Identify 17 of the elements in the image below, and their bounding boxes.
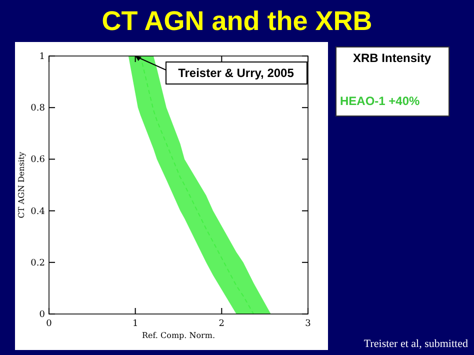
annotation: Treister & Urry, 2005 <box>178 66 294 80</box>
legend-title: XRB Intensity <box>352 51 432 65</box>
x-axis-title: Ref. Comp. Norm. <box>142 331 216 340</box>
y-tick-label: 0.4 <box>30 206 46 217</box>
y-tick-label: 1 <box>39 52 45 62</box>
text: Treister et al, submitted <box>364 338 468 350</box>
x-tick-label: 0 <box>46 319 52 329</box>
chart-title: CT AGN and the XRB <box>102 6 372 36</box>
y-tick-label: 0.8 <box>30 104 46 114</box>
y-tick-label: 0 <box>39 310 46 320</box>
x-tick-label: 3 <box>305 319 312 329</box>
y-tick-label: 0.6 <box>30 155 46 166</box>
x-tick-label: 2 <box>218 319 225 329</box>
y-axis-title: CT AGN Density <box>17 151 26 218</box>
y-tick-label: 0.2 <box>30 258 45 268</box>
text: HEAO-1 +40% <box>340 94 420 108</box>
x-tick-label: 1 <box>132 319 138 329</box>
